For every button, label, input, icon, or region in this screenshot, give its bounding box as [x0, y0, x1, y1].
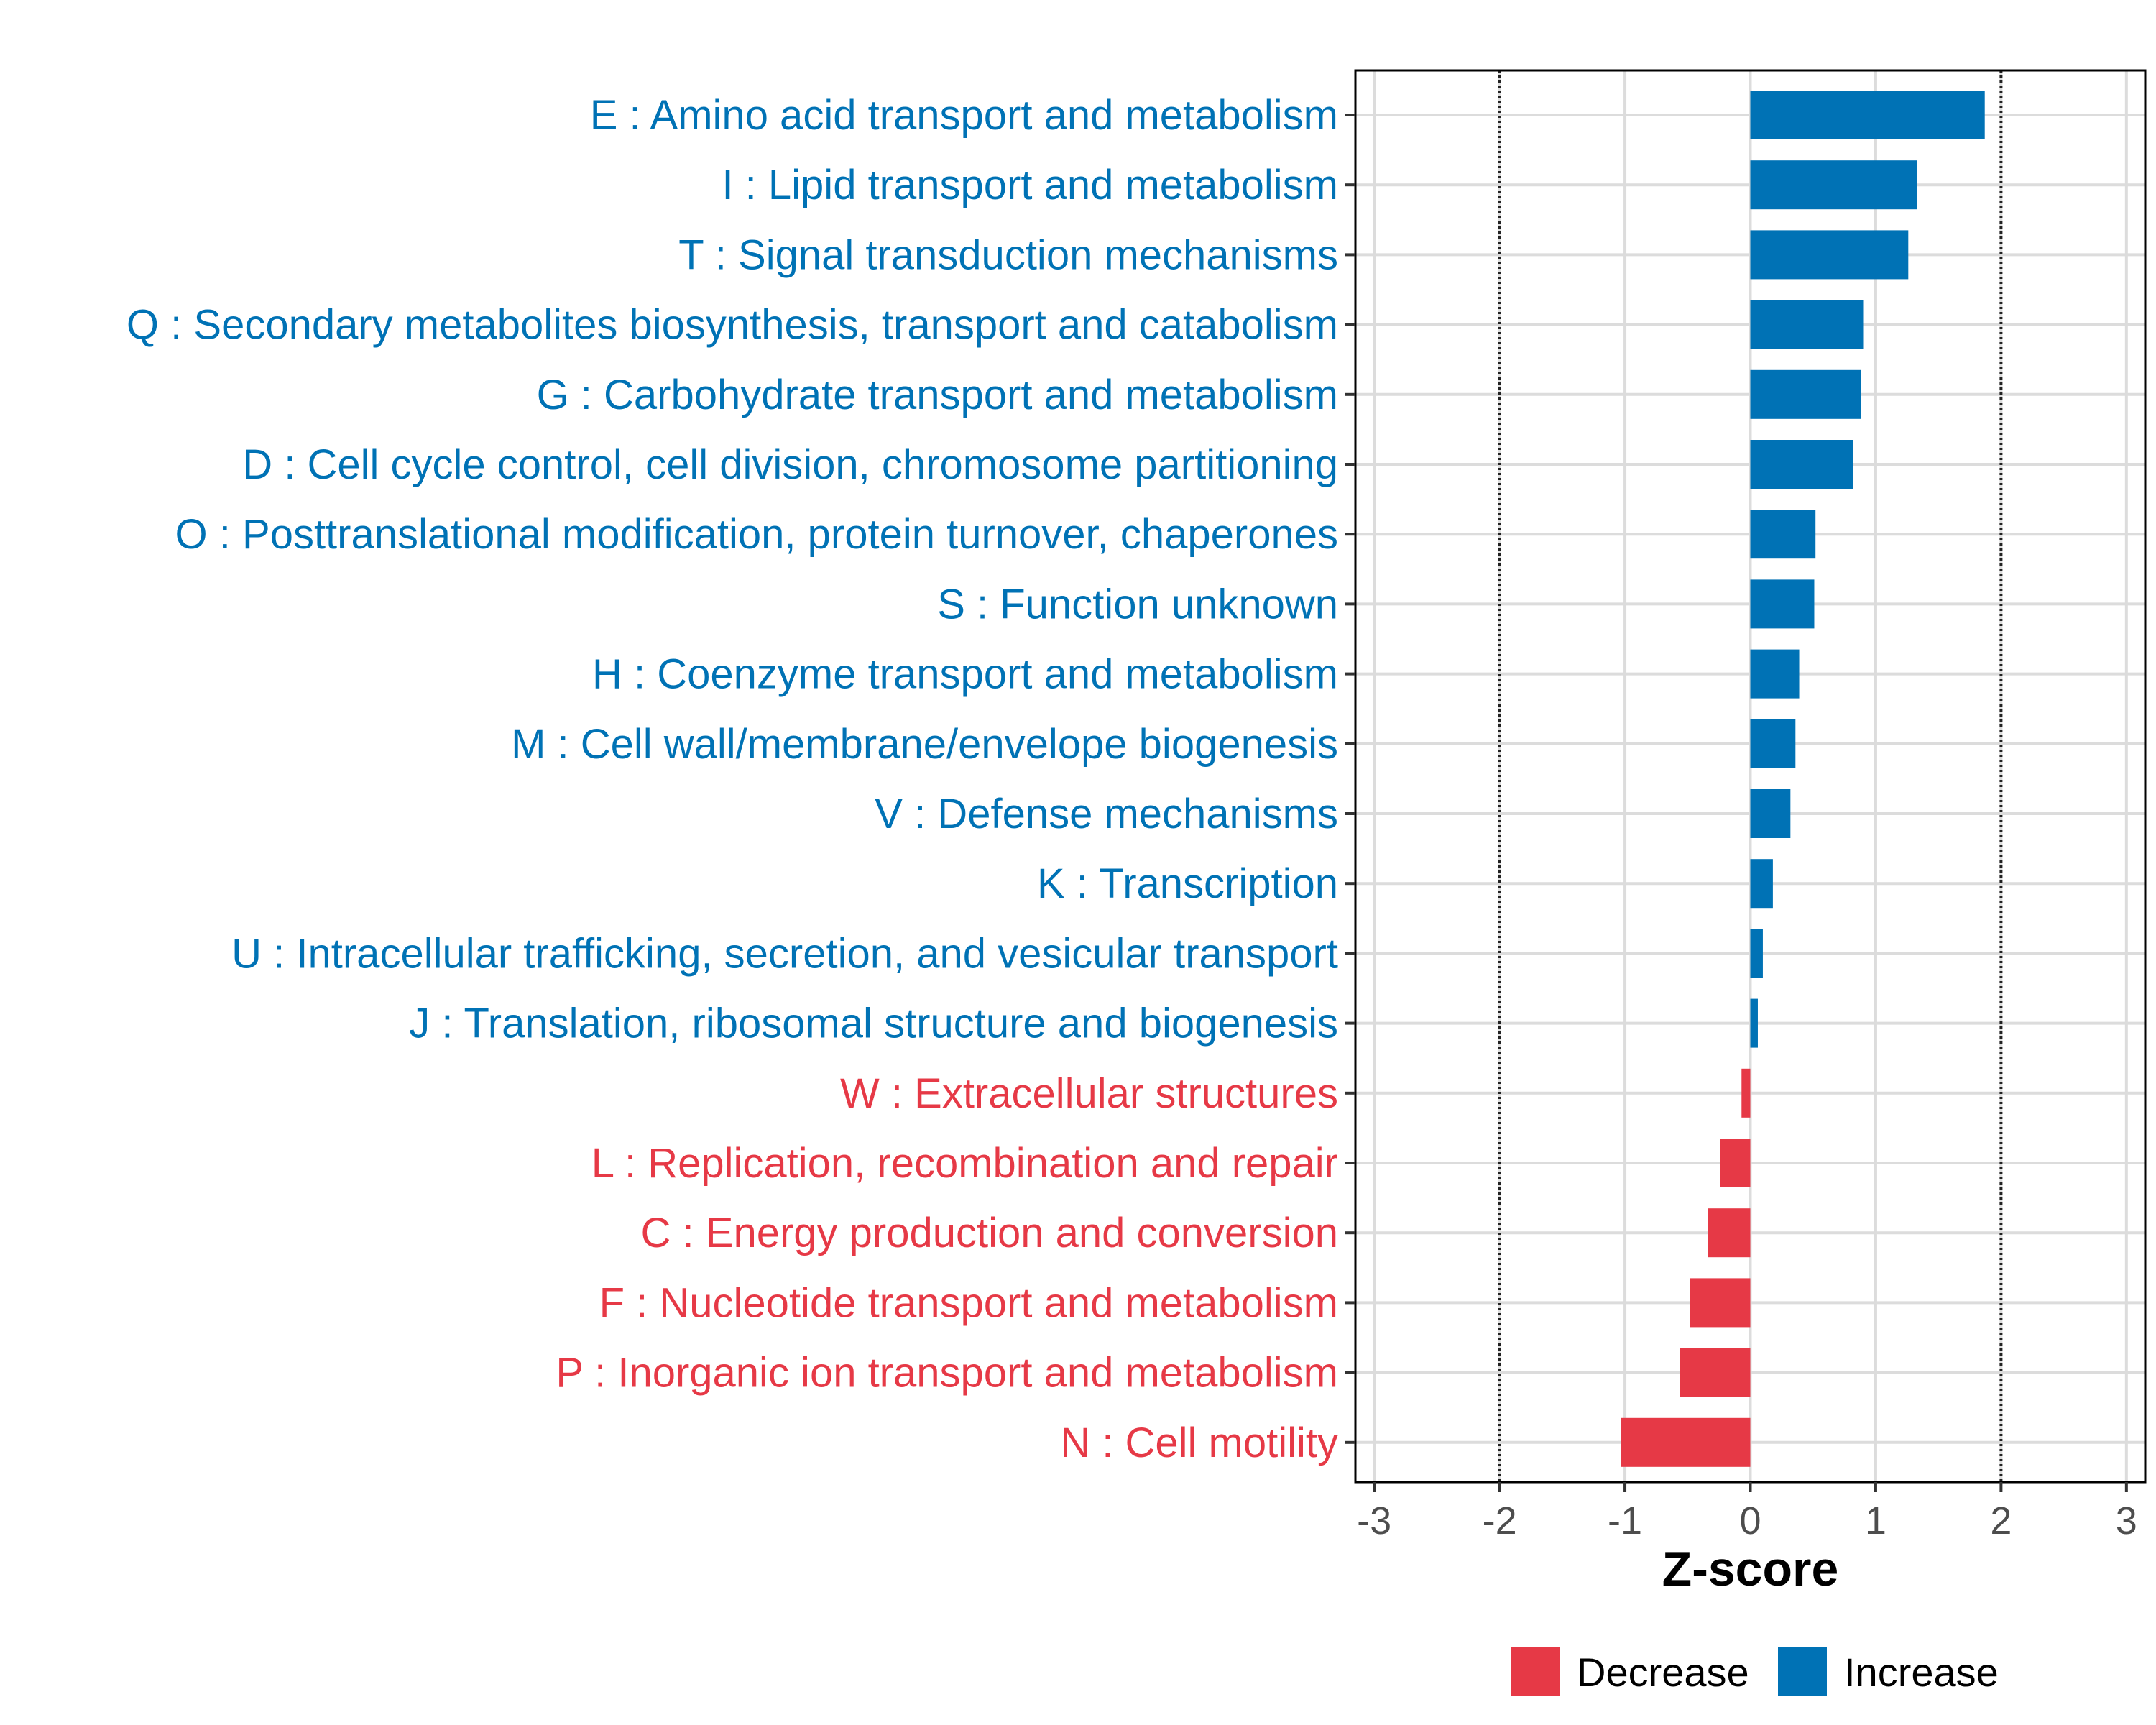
- bar: [1750, 719, 1796, 768]
- bar: [1750, 649, 1800, 699]
- x-tick-label: -2: [1483, 1499, 1517, 1542]
- category-label: G : Carbohydrate transport and metabolis…: [537, 372, 1338, 418]
- y-axis-ticks: [1345, 114, 1355, 1444]
- bar: [1750, 230, 1909, 280]
- x-axis-title: Z-score: [1662, 1542, 1839, 1596]
- category-label: M : Cell wall/membrane/envelope biogenes…: [511, 721, 1338, 768]
- category-label: I : Lipid transport and metabolism: [722, 162, 1338, 208]
- legend: Decrease Increase: [1511, 1647, 1999, 1696]
- bar: [1750, 929, 1763, 978]
- bars: [1621, 91, 1985, 1467]
- category-label: E : Amino acid transport and metabolism: [590, 92, 1338, 139]
- category-label: F : Nucleotide transport and metabolism: [599, 1279, 1338, 1326]
- category-label: O : Posttranslational modification, prot…: [175, 511, 1338, 558]
- bar: [1750, 789, 1791, 838]
- category-label: C : Energy production and conversion: [641, 1210, 1338, 1256]
- category-label: D : Cell cycle control, cell division, c…: [242, 441, 1338, 488]
- category-label: L : Replication, recombination and repai…: [591, 1140, 1338, 1187]
- bar: [1750, 510, 1816, 559]
- reference-lines: [1498, 70, 2003, 1482]
- bar: [1741, 1068, 1751, 1118]
- x-tick-label: 3: [2116, 1499, 2137, 1542]
- bar: [1750, 160, 1917, 210]
- category-labels: E : Amino acid transport and metabolism I…: [126, 92, 1338, 1466]
- x-tick-label: 0: [1739, 1499, 1761, 1542]
- legend-key-decrease: [1511, 1647, 1560, 1696]
- x-tick-label: 1: [1865, 1499, 1886, 1542]
- bar: [1708, 1208, 1751, 1258]
- legend-label-increase: Increase: [1844, 1650, 1999, 1695]
- bar: [1750, 440, 1853, 489]
- gridlines: [1355, 70, 2145, 1482]
- category-label: H : Coenzyme transport and metabolism: [592, 651, 1338, 698]
- category-label: S : Function unknown: [937, 581, 1338, 627]
- x-tick-label: -1: [1608, 1499, 1642, 1542]
- legend-label-decrease: Decrease: [1577, 1650, 1749, 1695]
- category-label: W : Extracellular structures: [840, 1070, 1338, 1117]
- bar: [1690, 1278, 1751, 1328]
- legend-key-increase: [1778, 1647, 1827, 1696]
- bar: [1750, 91, 1985, 139]
- category-label: J : Translation, ribosomal structure and…: [409, 1000, 1338, 1047]
- x-tick-label: 2: [1990, 1499, 2012, 1542]
- bar: [1720, 1138, 1751, 1187]
- bar: [1680, 1348, 1751, 1397]
- category-label: T : Signal transduction mechanisms: [678, 231, 1338, 278]
- category-label: U : Intracellular trafficking, secretion…: [231, 930, 1338, 977]
- category-label: P : Inorganic ion transport and metaboli…: [556, 1350, 1338, 1397]
- bar: [1750, 300, 1864, 349]
- bar: [1621, 1417, 1751, 1467]
- bar: [1750, 369, 1861, 419]
- bar: [1750, 579, 1815, 629]
- bar: [1750, 998, 1758, 1048]
- x-tick-label: -3: [1357, 1499, 1391, 1542]
- x-axis-ticks: -3 -2 -1 0 1 2 3: [1357, 1482, 2137, 1542]
- category-label: N : Cell motility: [1060, 1420, 1338, 1466]
- category-label: K : Transcription: [1037, 860, 1338, 907]
- category-label: Q : Secondary metabolites biosynthesis, …: [126, 302, 1338, 349]
- category-label: V : Defense mechanisms: [875, 791, 1338, 837]
- bar: [1750, 859, 1773, 908]
